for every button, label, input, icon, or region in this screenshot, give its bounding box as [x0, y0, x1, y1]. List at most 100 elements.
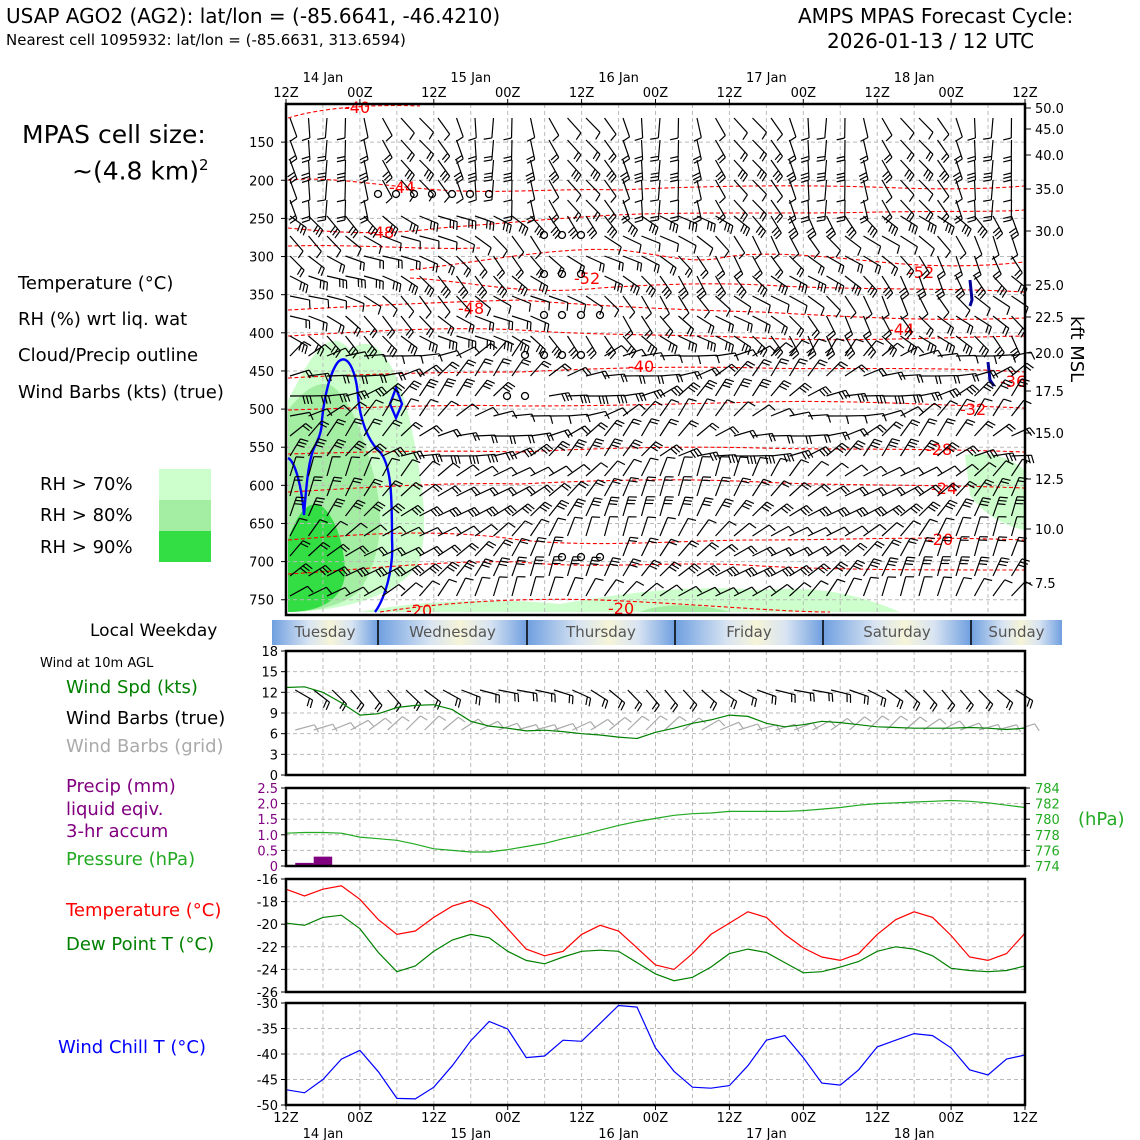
wind-barb-grid	[350, 719, 375, 731]
barb-flag	[943, 536, 952, 539]
barb-staff	[992, 354, 1013, 357]
wind-barb	[363, 566, 388, 578]
barb-flag	[693, 382, 701, 388]
y-tick-label: -20	[257, 918, 278, 933]
barb-flag	[963, 576, 972, 580]
wind-barb	[640, 295, 652, 320]
barb-flag	[965, 310, 971, 318]
y-tick-label: 0	[270, 769, 278, 784]
barb-flag	[994, 230, 1002, 237]
wind-barb	[308, 235, 322, 259]
barb-staff	[345, 586, 364, 597]
barb-staff	[382, 584, 400, 597]
wind-barb	[400, 459, 421, 477]
wind-barb	[419, 235, 440, 250]
barb-flag	[578, 438, 587, 443]
barb-flag	[449, 510, 456, 518]
barb-flag	[650, 346, 655, 355]
wind-barb	[900, 406, 925, 417]
wind-barb	[493, 335, 513, 352]
legend-wind-barbs-true: Wind Barbs (true)	[66, 708, 226, 729]
barb-flag	[783, 480, 792, 486]
barb-flag	[344, 587, 351, 595]
barb-flag	[676, 584, 684, 591]
wind-barb	[955, 480, 978, 497]
wind-barb	[974, 295, 991, 317]
wind-barb	[456, 542, 479, 557]
barb-flag	[911, 224, 916, 233]
wind-barb	[650, 159, 661, 182]
barb-flag	[479, 268, 486, 276]
wind-barb	[308, 344, 332, 357]
forecast-title: AMPS MPAS Forecast Cycle:	[798, 4, 1074, 28]
wind-barb	[511, 466, 536, 477]
barb-flag	[761, 131, 768, 140]
wind-barb	[604, 139, 617, 163]
barb-staff	[381, 398, 394, 417]
barb-flag	[621, 155, 629, 161]
wind-barb	[345, 275, 366, 289]
barb-flag	[896, 522, 905, 528]
barb-flag	[1003, 215, 1012, 219]
barb-flag	[478, 288, 486, 297]
barb-flag	[712, 703, 718, 711]
wind-barb	[752, 315, 771, 334]
barb-staff	[849, 716, 865, 731]
barb-staff	[862, 117, 869, 138]
wind-barb	[733, 199, 748, 223]
barb-flag	[883, 698, 887, 708]
barb-staff	[363, 585, 382, 597]
barb-flag	[716, 270, 724, 277]
barb-flag	[472, 244, 476, 253]
kft-tick-label: 15.0	[1035, 427, 1064, 442]
barb-flag	[630, 444, 639, 450]
barb-staff	[824, 117, 828, 138]
weekday-cell-1	[378, 620, 527, 645]
barb-flag	[529, 486, 536, 493]
barb-flag	[360, 522, 368, 529]
barb-flag	[912, 700, 918, 709]
barb-flag	[299, 269, 305, 278]
barb-flag	[968, 347, 973, 356]
barb-flag	[590, 168, 596, 177]
barb-flag	[914, 246, 918, 255]
barb-flag	[305, 284, 309, 294]
barb-flag	[332, 228, 338, 236]
wind-barb	[308, 215, 324, 238]
barb-flag	[435, 483, 443, 491]
barb-flag	[897, 372, 903, 381]
wind-barb	[604, 275, 624, 294]
barb-staff	[641, 582, 658, 597]
barb-flag	[550, 226, 557, 234]
barb-flag	[299, 567, 308, 574]
time-label-bottom: 12Z	[421, 1111, 447, 1126]
wind-barb	[696, 456, 711, 477]
barb-flag	[356, 328, 362, 337]
wind-barb	[862, 315, 872, 340]
barb-staff	[789, 526, 808, 537]
wind-barb	[678, 335, 698, 353]
weekday-cell-2	[527, 620, 675, 645]
wind-barb	[733, 159, 748, 183]
barb-flag	[433, 507, 441, 515]
barb-flag	[991, 254, 1000, 260]
barb-flag	[313, 503, 323, 507]
wind-barb	[289, 496, 305, 517]
wind-barb	[400, 335, 418, 356]
barb-flag	[817, 265, 822, 274]
wind-barb	[640, 315, 653, 340]
barb-flag	[717, 289, 725, 297]
wind-barb	[289, 563, 313, 577]
wind-barb	[289, 411, 314, 421]
barb-flag	[577, 498, 586, 502]
barb-staff	[474, 343, 491, 357]
barb-flag	[428, 341, 432, 351]
wind-barb	[751, 478, 772, 497]
barb-flag	[483, 561, 492, 565]
wind-barb	[844, 215, 857, 240]
wind-barb	[548, 415, 572, 424]
wind-barb	[678, 215, 698, 233]
wind-barb	[621, 199, 631, 224]
wind-barb-grid	[461, 718, 485, 731]
barb-flag	[517, 272, 524, 280]
